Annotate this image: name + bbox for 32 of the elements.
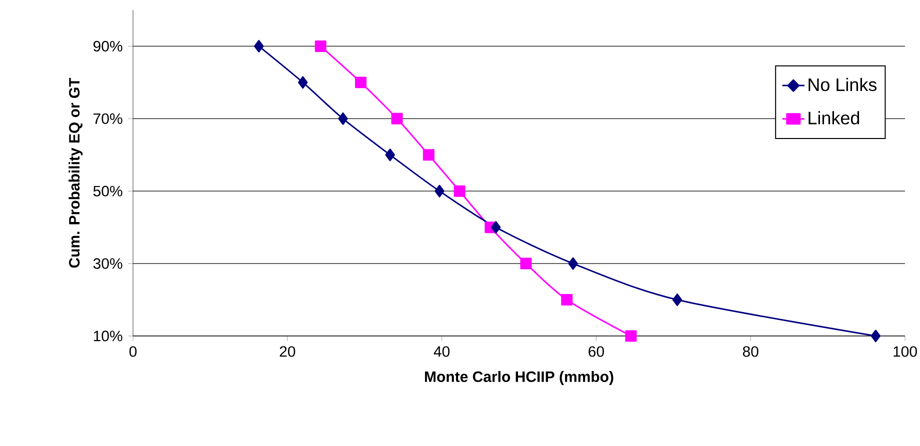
point (520, 258, 532, 270)
x-tick-label: 40 (434, 346, 450, 357)
point (254, 40, 264, 52)
y-tick-label: 30% (93, 258, 122, 269)
point (298, 76, 308, 89)
point (490, 221, 501, 234)
point (672, 294, 682, 306)
point (338, 112, 348, 125)
y-tick-label: 90% (93, 40, 122, 52)
legend-label: Linked (808, 111, 860, 124)
point (434, 184, 444, 198)
point (314, 40, 326, 52)
legend-label: No Links (808, 78, 877, 92)
point (870, 330, 881, 342)
x-tick-label: 100 (894, 346, 917, 357)
point (625, 330, 637, 342)
point (568, 257, 578, 270)
point (355, 76, 366, 88)
point (422, 149, 434, 161)
point (385, 148, 395, 162)
y-axis-title: Cum. Probability EQ or GT (68, 78, 83, 268)
point (561, 294, 573, 306)
point (391, 112, 403, 124)
y-tick-label: 10% (94, 330, 122, 342)
y-tick-label: 50% (93, 186, 122, 196)
x-axis-title: Monte Carlo HCIIP (mmbo) (425, 370, 614, 385)
y-tick-label: 70% (94, 113, 122, 124)
x-tick-label: 20 (280, 346, 296, 357)
point (454, 185, 466, 197)
x-tick-label: 60 (588, 346, 604, 357)
x-tick-label: 80 (742, 346, 758, 357)
x-tick-label: 0 (129, 346, 137, 357)
